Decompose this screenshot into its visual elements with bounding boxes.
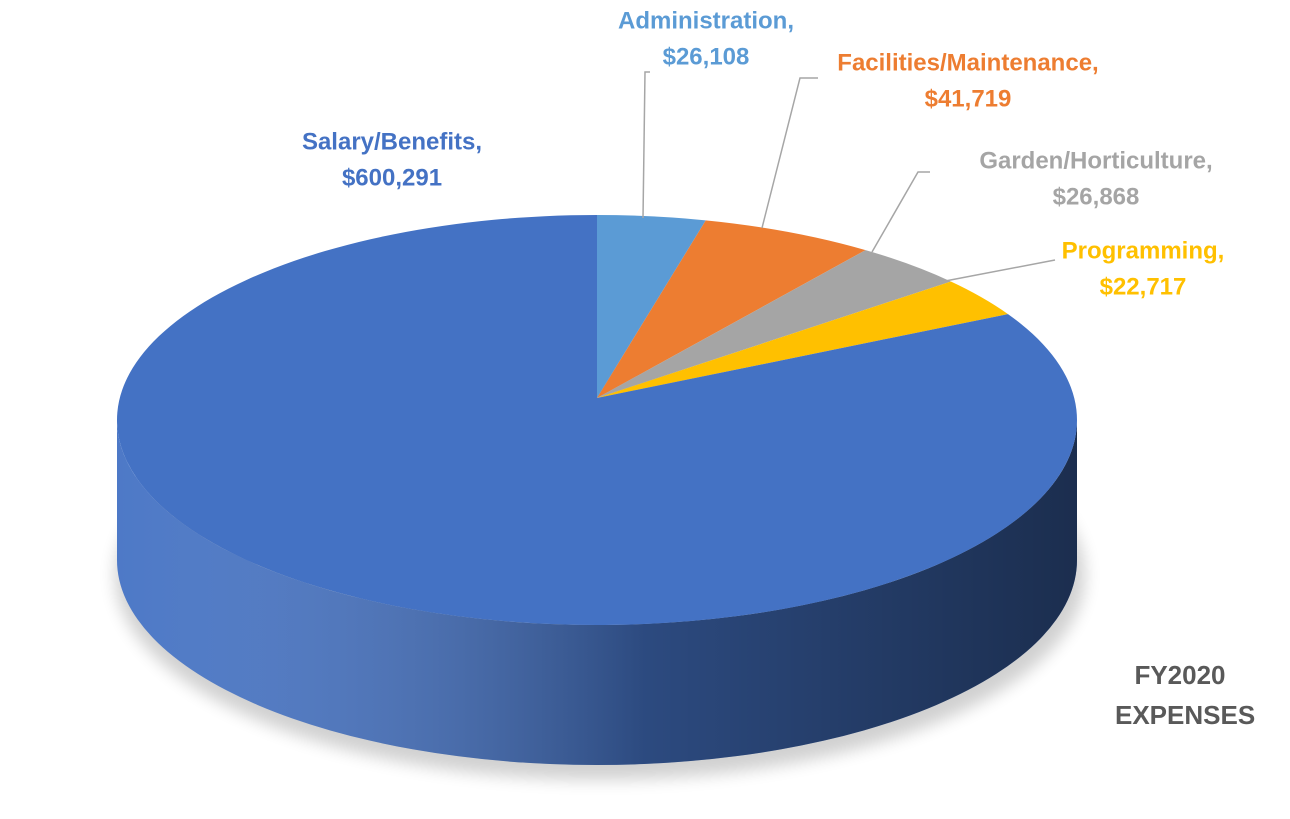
pie-slice: [116, 215, 1077, 765]
leader-line: [761, 77, 818, 229]
chart-title: FY2020 EXPENSES: [1115, 660, 1256, 730]
slice-value-label: $600,291: [342, 164, 442, 191]
leader-line: [642, 71, 650, 219]
slice-label: Facilities/Maintenance,: [837, 49, 1098, 76]
slice-top: [597, 220, 866, 398]
slice-top: [597, 215, 706, 398]
slice-label: Garden/Horticulture,: [979, 147, 1212, 174]
pie-slice: [597, 250, 951, 398]
slice-top: [597, 281, 1008, 398]
pie-slice: [597, 215, 706, 398]
slice-value-label: $41,719: [925, 85, 1012, 112]
leader-line: [939, 259, 1056, 283]
slice-label: Programming,: [1062, 237, 1225, 264]
slice-label: Salary/Benefits,: [302, 128, 482, 155]
slice-top: [597, 250, 951, 398]
slice-value-label: $26,108: [663, 43, 750, 70]
pie-slice: [597, 220, 866, 398]
slice-value-label: $26,868: [1053, 183, 1140, 210]
slice-value-label: $22,717: [1100, 273, 1187, 300]
pie-slice: [597, 281, 1008, 398]
leader-line: [871, 171, 930, 253]
slice-side-shade: [117, 420, 1077, 765]
slice-label: Administration,: [618, 7, 794, 34]
slice-top: [116, 215, 1077, 625]
